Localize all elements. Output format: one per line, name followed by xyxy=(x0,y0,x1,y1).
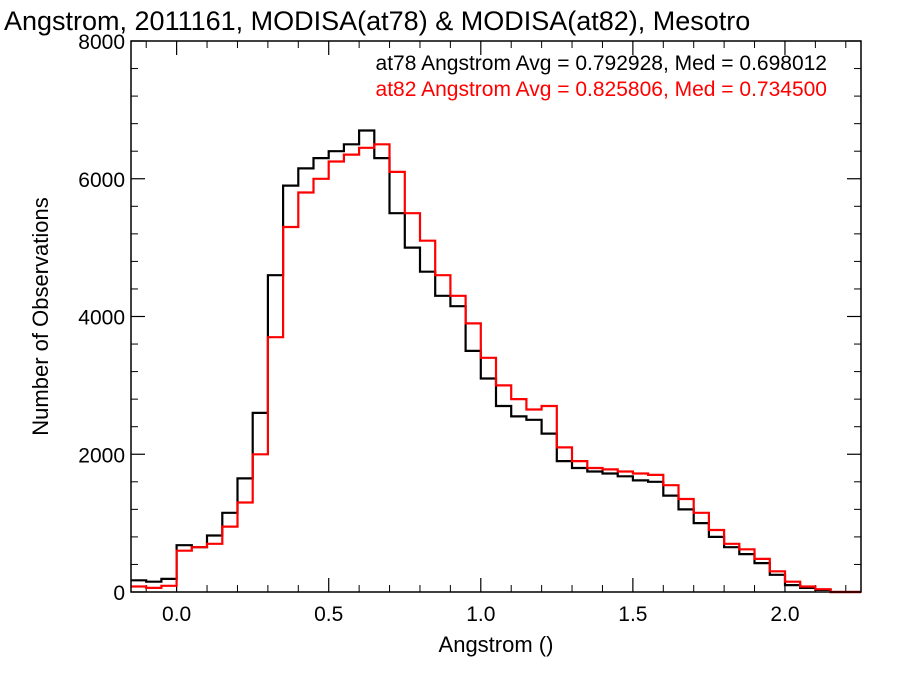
x-tick-label: 1.5 xyxy=(618,603,647,626)
x-tick-label: 2.0 xyxy=(770,603,799,626)
y-tick-label: 2000 xyxy=(78,444,125,467)
legend: at78 Angstrom Avg = 0.792928, Med = 0.69… xyxy=(376,52,827,101)
y-tick-label: 6000 xyxy=(78,169,125,192)
series-line-at82 xyxy=(131,143,861,594)
y-axis-label: Number of Observations xyxy=(28,197,53,435)
series-layer xyxy=(131,129,861,594)
y-tick-label: 8000 xyxy=(78,31,125,54)
x-tick-label: 0.0 xyxy=(162,603,191,626)
legend-entry-at78: at78 Angstrom Avg = 0.792928, Med = 0.69… xyxy=(376,52,827,75)
legend-entry-at82: at82 Angstrom Avg = 0.825806, Med = 0.73… xyxy=(376,78,827,101)
y-tick-label: 0 xyxy=(113,582,125,605)
ticks-layer xyxy=(131,40,861,593)
x-tick-label: 0.5 xyxy=(314,603,343,626)
x-axis-label: Angstrom () xyxy=(439,632,554,657)
plot-frame xyxy=(130,40,862,593)
x-tick-label: 1.0 xyxy=(466,603,495,626)
y-tick-label: 4000 xyxy=(78,307,125,330)
tick-label-layer: 0.0 0.5 1.0 1.5 2.0 0 2000 4000 6000 8000 xyxy=(78,31,799,626)
chart-title: Angstrom, 2011161, MODISA(at78) & MODISA… xyxy=(4,6,750,36)
